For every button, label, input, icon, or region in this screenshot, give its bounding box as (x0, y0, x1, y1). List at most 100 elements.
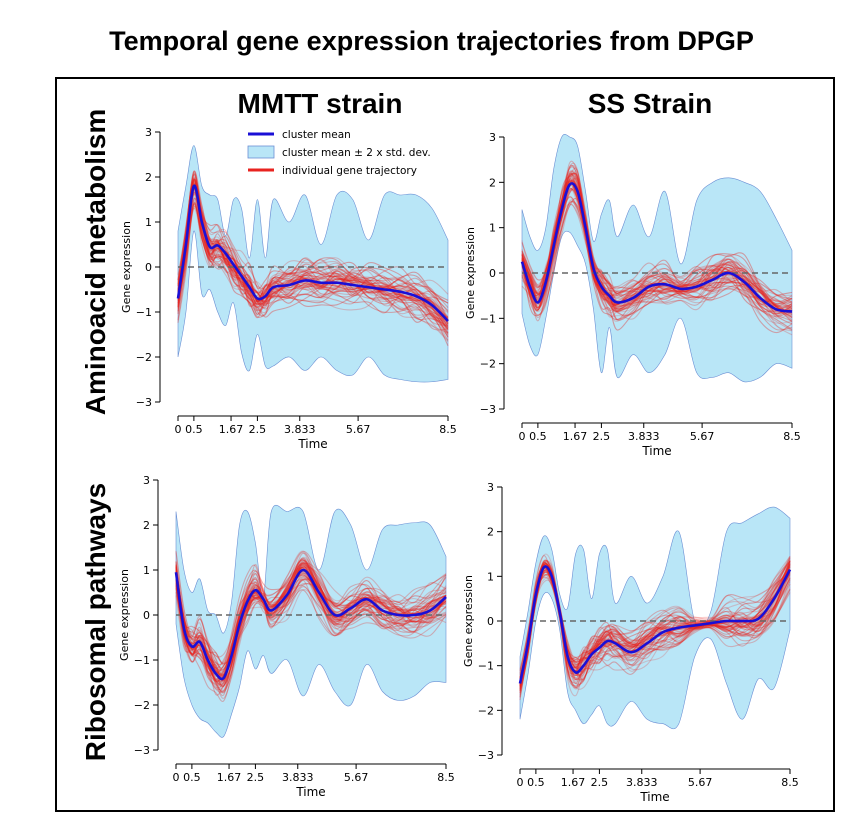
gene-trajectory-line (175, 562, 447, 665)
gene-trajectory-line (177, 188, 449, 323)
y-tick-label: 2 (145, 171, 152, 184)
gene-trajectory-line (177, 187, 449, 337)
cluster-mean-line (520, 182, 793, 313)
legend-label-individual: individual gene trajectory (282, 165, 417, 177)
gene-trajectory-line (519, 562, 791, 690)
x-tick-label: 3.833 (628, 430, 660, 443)
gene-trajectory-line (519, 564, 791, 679)
gene-trajectory-line (175, 550, 447, 692)
gene-trajectory-line (175, 567, 447, 658)
x-tick-label: 8.5 (439, 423, 457, 436)
gene-trajectory-line (177, 200, 449, 334)
gene-trajectory-line (521, 162, 793, 308)
x-tick-label: 2.5 (593, 430, 611, 443)
x-tick-label: 3.833 (284, 423, 316, 436)
gene-trajectory-line (177, 190, 449, 325)
gene-trajectory-line (175, 576, 447, 685)
confidence-band (175, 504, 447, 738)
gene-trajectory-line (521, 167, 793, 314)
y-tick-label: 1 (487, 570, 494, 583)
gene-trajectory-line (177, 178, 449, 324)
y-axis-label: Gene expression (464, 227, 477, 319)
gene-trajectory-line (177, 170, 449, 322)
gene-trajectory-line (519, 579, 791, 697)
gene-trajectory-line (177, 185, 449, 314)
gene-trajectory-line (177, 178, 449, 314)
gene-trajectory-line (519, 574, 791, 688)
gene-trajectory-line (519, 571, 791, 692)
y-tick-label: 3 (489, 131, 496, 144)
gene-trajectory-line (177, 203, 449, 341)
gene-trajectory-line (519, 564, 791, 698)
legend-label-cluster-mean: cluster mean (282, 129, 351, 141)
x-axis-label: Time (297, 437, 327, 451)
x-tick-label: 1.67 (217, 771, 242, 784)
legend-label-band: cluster mean ± 2 x std. dev. (282, 147, 431, 159)
gene-trajectory-line (521, 172, 793, 321)
gene-trajectory-line (519, 563, 791, 687)
column-header-mmtt: MMTT strain (237, 88, 403, 119)
y-tick-label: 0 (145, 261, 152, 274)
gene-trajectory-line (177, 179, 449, 338)
gene-trajectory-line (519, 563, 791, 683)
gene-trajectory-line (519, 561, 791, 688)
y-tick-label: −2 (480, 358, 496, 371)
y-tick-label: −3 (480, 403, 496, 416)
gene-trajectory-line (521, 180, 793, 308)
gene-trajectory-line (519, 564, 791, 686)
x-axis-label: Time (295, 785, 325, 799)
figure-title: Temporal gene expression trajectories fr… (109, 26, 754, 56)
gene-trajectory-line (521, 181, 793, 322)
gene-trajectory-line (175, 566, 447, 696)
gene-trajectory-line (519, 553, 791, 675)
gene-trajectory-line (175, 562, 447, 686)
gene-trajectory-line (177, 204, 449, 342)
gene-trajectory-line (177, 197, 449, 329)
gene-trajectory-line (175, 552, 447, 691)
gene-trajectory-line (175, 560, 447, 697)
gene-trajectory-line (521, 199, 793, 331)
gene-trajectory-line (521, 166, 793, 308)
x-tick-label: 8.5 (437, 771, 455, 784)
gene-trajectory-line (519, 566, 791, 688)
gene-trajectory-line (521, 187, 793, 313)
column-header-ss: SS Strain (587, 88, 713, 119)
gene-trajectory-line (177, 172, 449, 311)
gene-trajectory-line (521, 201, 793, 331)
y-tick-label: 3 (487, 481, 494, 494)
x-tick-label: 1.67 (561, 776, 586, 789)
gene-trajectory-line (521, 170, 793, 306)
y-axis-label: Gene expression (462, 575, 475, 667)
gene-trajectory-line (177, 173, 449, 311)
gene-trajectory-line (175, 569, 447, 681)
y-axis-label: Gene expression (118, 569, 131, 661)
gene-trajectory-line (177, 179, 449, 330)
x-tick-label: 5.67 (344, 771, 369, 784)
x-axis-label: Time (641, 444, 671, 458)
gene-trajectory-line (175, 552, 447, 689)
cluster-mean-line (174, 568, 447, 681)
y-tick-label: 0 (489, 267, 496, 280)
x-tick-label: 5.67 (690, 430, 715, 443)
gene-trajectory-line (175, 563, 447, 680)
y-tick-label: 1 (145, 216, 152, 229)
gene-trajectory-line (521, 178, 793, 322)
y-tick-label: −1 (136, 306, 152, 319)
gene-trajectory-line (177, 183, 449, 320)
y-tick-label: 1 (489, 222, 496, 235)
gene-trajectory-line (177, 182, 449, 329)
y-tick-label: 2 (143, 519, 150, 532)
gene-trajectory-line (519, 570, 791, 687)
x-tick-label: 2.5 (249, 423, 266, 436)
gene-trajectory-line (177, 178, 449, 319)
gene-trajectory-line (177, 191, 449, 327)
gene-trajectory-line (175, 561, 447, 664)
x-tick-label: 0.5 (183, 771, 201, 784)
gene-trajectory-line (521, 181, 793, 319)
x-tick-label: 1.67 (563, 430, 588, 443)
gene-trajectory-line (175, 566, 447, 684)
gene-trajectory-line (521, 195, 793, 332)
